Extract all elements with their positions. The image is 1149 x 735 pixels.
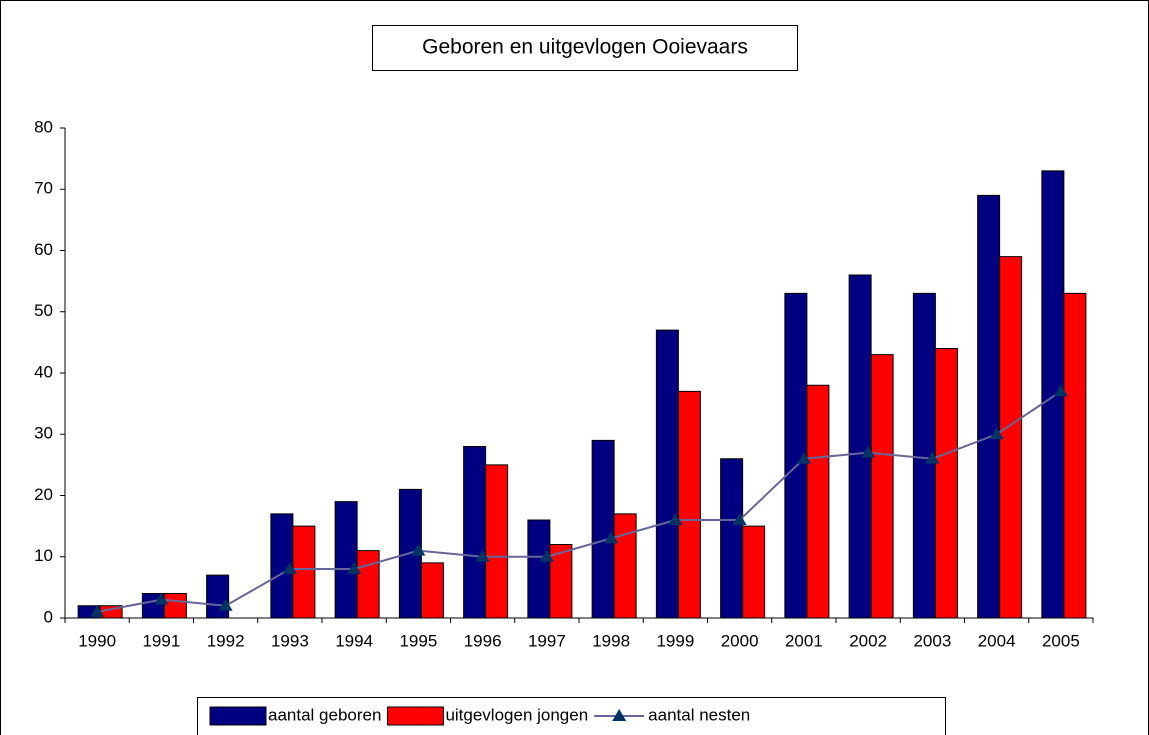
bar	[463, 446, 487, 619]
y-tick-label: 30	[34, 424, 53, 443]
marker	[861, 445, 876, 458]
line	[96, 390, 1062, 613]
legend-swatch	[386, 706, 444, 726]
bar	[334, 501, 358, 619]
bar	[591, 439, 615, 619]
x-tick-label: 1993	[271, 631, 309, 650]
bar	[527, 519, 551, 619]
marker	[475, 549, 490, 562]
x-tick-label: 1996	[464, 631, 502, 650]
legend-label: uitgevlogen jongen	[445, 705, 588, 724]
marker	[925, 451, 940, 464]
bar	[655, 329, 679, 619]
legend-swatch	[209, 706, 267, 726]
x-tick-label: 2005	[1042, 631, 1080, 650]
bar	[742, 525, 766, 619]
legend-marker	[612, 709, 627, 721]
bar	[806, 384, 830, 619]
y-tick-label: 80	[34, 117, 53, 136]
marker	[539, 549, 554, 562]
legend-box	[197, 697, 946, 735]
bar	[999, 256, 1023, 619]
marker	[732, 513, 747, 525]
x-tick-label: 2000	[721, 631, 759, 650]
bar	[163, 593, 187, 619]
bar	[292, 525, 316, 619]
marker	[218, 598, 233, 611]
legend-label: aantal geboren	[268, 705, 381, 724]
bar	[677, 390, 701, 619]
marker	[796, 451, 811, 464]
bar	[206, 574, 230, 619]
x-tick-label: 1998	[592, 631, 630, 650]
marker	[411, 543, 426, 556]
y-tick-label: 50	[34, 301, 53, 320]
y-tick-label: 20	[34, 485, 53, 504]
y-tick-label: 60	[34, 240, 53, 259]
y-tick-label: 10	[34, 546, 53, 565]
marker	[989, 427, 1004, 440]
x-tick-label: 1991	[142, 631, 180, 650]
x-tick-label: 2002	[849, 631, 887, 650]
y-tick-label: 70	[34, 179, 53, 198]
y-tick-label: 40	[34, 362, 53, 381]
x-tick-label: 1995	[399, 631, 437, 650]
marker	[154, 592, 169, 605]
marker	[668, 513, 683, 525]
bar	[720, 458, 744, 619]
x-tick-label: 1992	[207, 631, 245, 650]
y-tick-label: 0	[44, 607, 53, 626]
x-tick-label: 1990	[78, 631, 116, 650]
title-box	[372, 25, 798, 71]
bar	[1063, 292, 1087, 619]
x-tick-label: 1999	[656, 631, 694, 650]
marker	[282, 562, 297, 574]
x-tick-label: 2003	[913, 631, 951, 650]
marker	[90, 604, 105, 617]
bar	[870, 354, 894, 619]
bar	[420, 562, 444, 619]
marker	[1053, 384, 1068, 397]
bar	[977, 194, 1001, 619]
marker	[604, 531, 619, 544]
x-tick-label: 1994	[335, 631, 373, 650]
legend-label: aantal nesten	[648, 705, 750, 724]
bar	[934, 348, 958, 619]
x-tick-label: 1997	[528, 631, 566, 650]
bar	[356, 550, 380, 619]
x-tick-label: 2004	[978, 631, 1016, 650]
marker	[347, 562, 362, 574]
x-tick-label: 2001	[785, 631, 823, 650]
bar	[549, 544, 573, 619]
bar	[613, 513, 637, 619]
bar	[485, 464, 509, 619]
chart-title: Geboren en uitgevlogen Ooievaars	[422, 36, 748, 59]
